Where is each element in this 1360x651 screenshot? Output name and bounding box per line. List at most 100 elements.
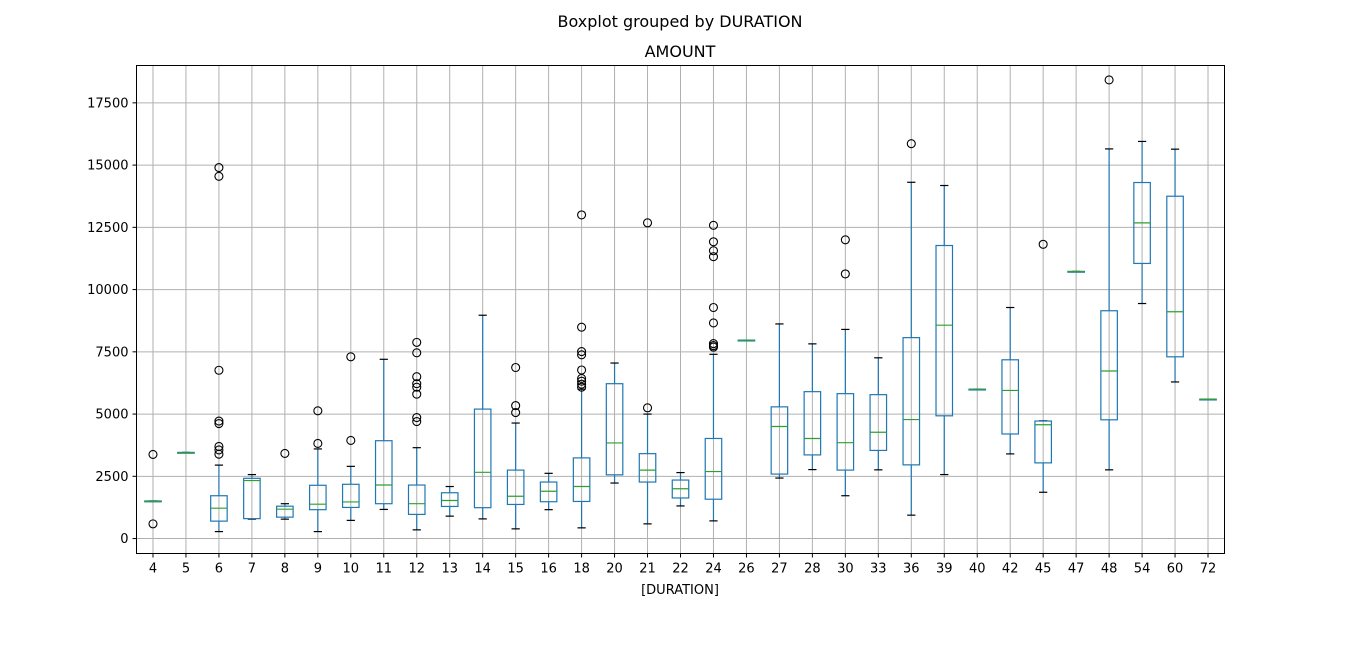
x-tick-label: 5	[182, 562, 190, 577]
x-tick-label: 15	[507, 562, 524, 577]
outlier-point	[214, 418, 224, 429]
iqr-box	[1100, 310, 1118, 421]
box-group-11	[374, 358, 393, 511]
outlier-point	[577, 210, 587, 220]
outlier-point	[577, 379, 587, 389]
x-tick-label: 13	[441, 562, 458, 577]
x-tick-label: 12	[408, 562, 425, 577]
outlier-point	[906, 139, 916, 149]
box-group-27	[770, 323, 789, 479]
y-tick-label: 15000	[87, 159, 128, 174]
box-group-6	[210, 163, 228, 533]
outlier-point	[577, 382, 587, 392]
outlier-point	[148, 449, 158, 459]
outlier-point	[708, 246, 719, 256]
box-group-39	[935, 184, 954, 476]
outlier-point	[412, 337, 422, 347]
outlier-point	[346, 352, 356, 362]
outlier-point	[708, 220, 719, 230]
x-tick-label: 60	[1167, 562, 1184, 577]
outlier-point	[577, 347, 587, 357]
outlier-point	[346, 435, 356, 446]
outlier-point	[708, 302, 719, 313]
outlier-point	[148, 519, 158, 529]
iqr-box	[704, 437, 723, 500]
box-group-54	[1133, 140, 1151, 305]
x-tick-label: 72	[1200, 562, 1217, 577]
iqr-box	[836, 393, 855, 471]
x-axis-label: [DURATION]	[641, 583, 719, 598]
box-group-60	[1166, 148, 1184, 383]
iqr-box	[243, 477, 261, 520]
x-tick-label: 4	[149, 562, 157, 577]
outlier-point	[214, 445, 224, 455]
box-group-7	[243, 473, 261, 520]
iqr-box	[803, 391, 822, 456]
x-tick-label: 22	[672, 562, 689, 577]
y-tick-label: 5000	[95, 408, 128, 423]
iqr-box	[276, 505, 294, 518]
box-group-24	[704, 220, 723, 522]
iqr-box	[935, 244, 954, 417]
outlier-point	[412, 372, 422, 382]
box-group-15	[506, 362, 525, 530]
x-tick-label: 36	[903, 562, 920, 577]
x-tick-label: 48	[1101, 562, 1118, 577]
box-group-8	[276, 448, 294, 520]
outlier-point	[577, 322, 587, 332]
iqr-box	[341, 483, 360, 509]
outlier-point	[412, 379, 422, 389]
box-group-26	[737, 339, 756, 342]
outlier-point	[280, 448, 290, 458]
x-tick-label: 30	[837, 562, 854, 577]
outlier-point	[214, 365, 224, 375]
outlier-point	[1038, 239, 1048, 249]
outlier-point	[708, 318, 719, 328]
box-group-30	[836, 235, 855, 497]
outlier-point	[412, 348, 422, 358]
box-group-28	[803, 343, 822, 471]
x-tick-label: 7	[248, 562, 256, 577]
x-tick-label: 14	[474, 562, 491, 577]
x-tick-label: 40	[969, 562, 986, 577]
x-tick-label: 24	[705, 562, 722, 577]
iqr-box	[638, 453, 657, 483]
box-group-42	[1001, 306, 1020, 455]
y-tick-label: 17500	[87, 96, 128, 111]
outlier-point	[1104, 75, 1114, 85]
outlier-point	[708, 237, 719, 247]
outlier-point	[577, 373, 587, 384]
x-tick-label: 45	[1035, 562, 1052, 577]
iqr-box	[902, 337, 921, 466]
x-tick-label: 54	[1134, 562, 1151, 577]
box-layer	[144, 75, 1217, 533]
box-group-48	[1100, 75, 1118, 471]
x-tick-label: 16	[540, 562, 557, 577]
y-tick-label: 12500	[87, 221, 128, 236]
chart-suptitle: Boxplot grouped by DURATION	[557, 12, 802, 31]
outlier-point	[412, 382, 422, 392]
x-tick-label: 8	[281, 562, 289, 577]
outlier-point	[511, 401, 521, 411]
x-tick-label: 42	[1002, 562, 1019, 577]
outlier-point	[214, 163, 224, 173]
box-group-72	[1199, 398, 1217, 401]
x-tick-label: 47	[1068, 562, 1085, 577]
x-tick-label: 27	[771, 562, 788, 577]
iqr-box	[1166, 195, 1184, 358]
outlier-point	[214, 416, 224, 426]
box-group-21	[638, 218, 657, 525]
y-axis: 0 2500 5000 7500 10000 12500 15000 17500	[87, 96, 137, 547]
outlier-point	[214, 171, 224, 181]
iqr-box	[374, 440, 393, 505]
box-group-12	[407, 337, 426, 531]
box-group-18	[572, 210, 591, 529]
box-group-47	[1067, 270, 1085, 273]
outlier-point	[412, 416, 422, 427]
box-group-45	[1034, 239, 1053, 493]
box-group-5	[177, 451, 195, 454]
outlier-point	[708, 342, 719, 352]
iqr-box	[1034, 420, 1053, 464]
x-tick-label: 28	[804, 562, 821, 577]
